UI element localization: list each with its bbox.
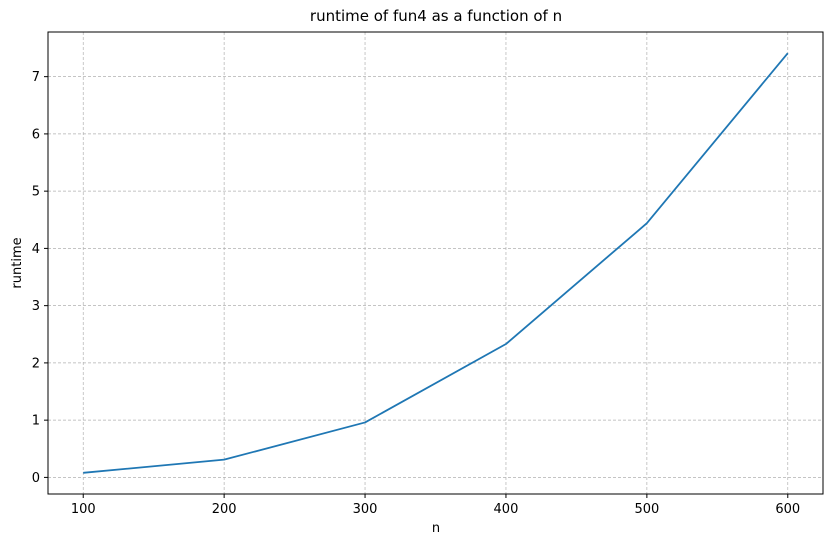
x-tick-label: 200 bbox=[212, 502, 237, 517]
y-tick-label: 5 bbox=[32, 185, 40, 200]
x-axis-label: n bbox=[432, 521, 440, 536]
y-axis-label: runtime bbox=[10, 237, 25, 288]
x-axis: 100 200 300 400 500 600 bbox=[71, 494, 800, 517]
y-tick-label: 1 bbox=[32, 414, 40, 429]
chart-title: runtime of fun4 as a function of n bbox=[310, 7, 562, 25]
y-tick-label: 7 bbox=[32, 70, 40, 85]
gridlines bbox=[48, 32, 823, 494]
x-tick-label: 500 bbox=[634, 502, 659, 517]
y-tick-label: 4 bbox=[32, 242, 40, 257]
plot-frame bbox=[47, 31, 824, 495]
x-tick-label: 300 bbox=[353, 502, 378, 517]
x-tick-label: 600 bbox=[775, 502, 800, 517]
series-line bbox=[83, 52, 789, 474]
y-tick-label: 0 bbox=[32, 471, 40, 486]
x-tick-label: 100 bbox=[71, 502, 96, 517]
y-tick-label: 2 bbox=[32, 356, 40, 371]
y-axis: 0 1 2 3 4 5 6 7 bbox=[32, 70, 48, 486]
y-tick-label: 6 bbox=[32, 127, 40, 142]
y-tick-label: 3 bbox=[32, 299, 40, 314]
plot-lines bbox=[83, 52, 789, 474]
x-tick-label: 400 bbox=[494, 502, 519, 517]
